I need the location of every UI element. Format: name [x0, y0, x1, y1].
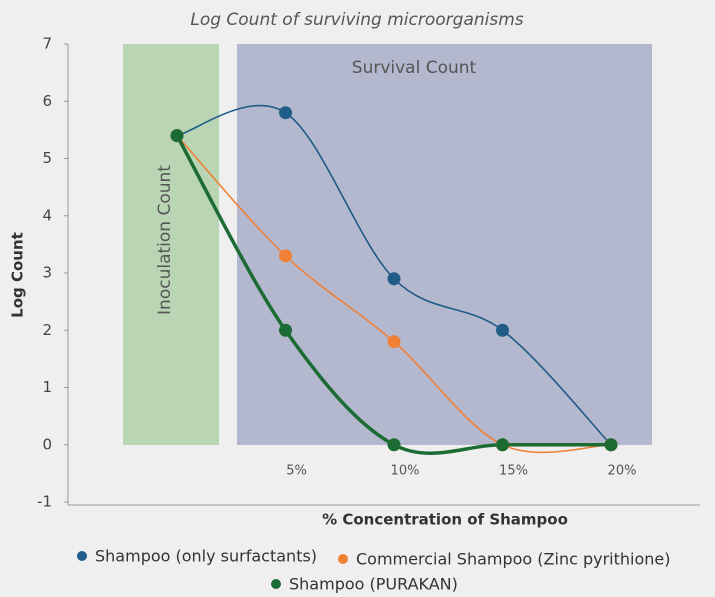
point [604, 438, 618, 452]
x-axis-label: % Concentration of Shampoo [322, 511, 568, 529]
y-tick-label: 1 [42, 378, 52, 396]
point [279, 249, 292, 263]
y-tick-label: 3 [42, 264, 52, 282]
point [170, 129, 184, 143]
point [496, 438, 509, 452]
legend-marker [77, 551, 87, 561]
y-tick-label: 6 [42, 92, 52, 110]
point [387, 438, 401, 452]
point [387, 272, 401, 286]
x-tick-label: 10% [391, 464, 420, 479]
chart-title: Log Count of surviving microorganisms [190, 10, 523, 30]
inoculation-region [123, 44, 219, 445]
legend-label: Shampoo (only surfactants) [95, 547, 317, 566]
legend-label: Shampoo (PURAKAN) [289, 575, 458, 594]
legend-marker [338, 554, 348, 564]
legend-label: Commercial Shampoo (Zinc pyrithione) [356, 550, 670, 569]
point [279, 106, 292, 120]
x-tick-label: 15% [499, 464, 528, 479]
x-tick-label: 20% [608, 464, 637, 479]
point [496, 323, 509, 337]
y-tick-label: -1 [37, 493, 52, 511]
annotation: Inoculation Count [155, 165, 175, 315]
point [279, 323, 292, 337]
point [387, 335, 401, 349]
survival-region [237, 44, 652, 445]
annotation: Survival Count [352, 58, 477, 78]
y-axis-label: Log Count [9, 232, 27, 318]
y-tick-label: 4 [42, 206, 52, 224]
y-tick-label: 2 [42, 321, 52, 339]
y-tick-label: 0 [42, 435, 52, 453]
legend-marker [271, 579, 281, 589]
y-tick-label: 5 [42, 149, 52, 167]
x-tick-label: 5% [286, 464, 307, 479]
series-line [175, 134, 611, 455]
y-tick-label: 7 [42, 35, 52, 53]
